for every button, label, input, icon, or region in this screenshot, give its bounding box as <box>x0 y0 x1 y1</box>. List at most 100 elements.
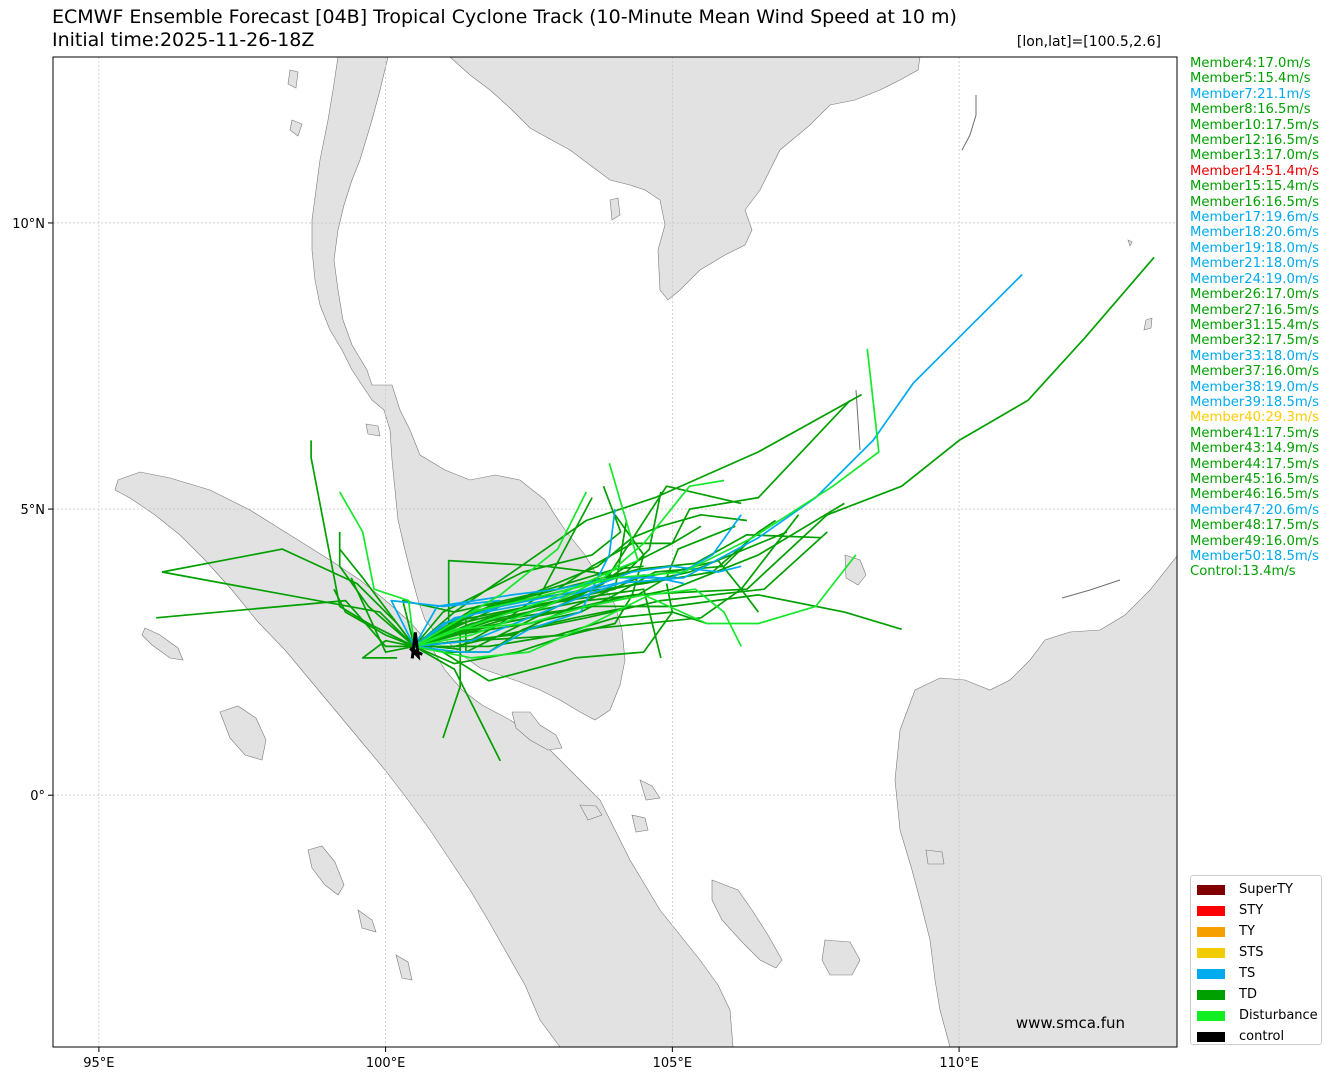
legend-swatch <box>1197 989 1225 1000</box>
chart-title: ECMWF Ensemble Forecast [04B] Tropical C… <box>52 6 957 52</box>
track-td-6 <box>161 571 415 648</box>
legend-item: TY <box>1191 921 1321 942</box>
track-ts-40 <box>414 508 616 653</box>
legend-swatch <box>1197 1010 1225 1021</box>
landmass-borneo <box>894 555 1177 1047</box>
island-small-5 <box>357 909 377 933</box>
track-td-37 <box>413 485 742 653</box>
member-entry: Member41:17.5m/s <box>1190 425 1319 441</box>
track-ts-38 <box>413 565 742 648</box>
legend-label: Disturbance <box>1239 1008 1318 1023</box>
legend-item: STY <box>1191 900 1321 921</box>
track-disturbance-47 <box>413 554 857 648</box>
xtick-label: 105°E <box>653 1056 693 1071</box>
coastline-fragment-1 <box>961 95 977 151</box>
member-entry: Member8:16.5m/s <box>1190 102 1311 118</box>
legend-swatch <box>1197 926 1225 937</box>
land-layer <box>114 57 1177 1047</box>
legend-item: TS <box>1191 963 1321 984</box>
member-entry: Member19:18.0m/s <box>1190 240 1319 256</box>
control-track <box>409 632 423 661</box>
legend-swatch <box>1197 1031 1225 1042</box>
member-entry: Member21:18.0m/s <box>1190 256 1319 272</box>
track-ts-39 <box>414 574 684 648</box>
forecast-tracks <box>156 256 1155 762</box>
initial-position-marker <box>409 632 423 661</box>
coastline-fragment-2 <box>855 389 861 451</box>
member-entry: Member43:14.9m/s <box>1190 441 1319 457</box>
member-entry: Member5:15.4m/s <box>1190 71 1311 87</box>
track-td-28 <box>333 588 415 648</box>
member-entry: Member38:19.0m/s <box>1190 379 1319 395</box>
track-td-31 <box>414 525 736 648</box>
landmass-sumatra <box>114 471 734 1047</box>
member-entry: Member18:20.6m/s <box>1190 225 1319 241</box>
island-small-7 <box>925 849 945 865</box>
legend-swatch <box>1197 947 1225 958</box>
track-td-23 <box>161 548 415 647</box>
island-siberut <box>307 845 345 896</box>
legend-item: STS <box>1191 942 1321 963</box>
legend-swatch <box>1197 968 1225 979</box>
island-small-3 <box>365 423 381 437</box>
track-td-21 <box>413 485 622 647</box>
track-td-30 <box>310 440 415 648</box>
track-td-33 <box>413 514 800 665</box>
member-entry: Member27:16.5m/s <box>1190 302 1319 318</box>
island-lingga <box>579 804 649 833</box>
track-ts-43 <box>390 599 501 647</box>
member-entry: Member49:16.0m/s <box>1190 533 1319 549</box>
xtick-label: 95°E <box>83 1056 114 1071</box>
member-entry: Member26:17.0m/s <box>1190 287 1319 303</box>
gridlines <box>53 57 1177 1047</box>
member-entry: Member14:51.4m/s <box>1190 163 1319 179</box>
track-td-8 <box>338 532 415 648</box>
member-entry: Member47:20.6m/s <box>1190 502 1319 518</box>
island-simeulue <box>141 627 184 661</box>
map-frame <box>52 56 1178 1048</box>
track-disturbance-45 <box>413 348 880 648</box>
legend-label: TD <box>1239 987 1257 1002</box>
legend-label: TS <box>1239 966 1256 981</box>
member-entry: Member17:19.6m/s <box>1190 210 1319 226</box>
ytick-label: 0° <box>30 789 45 804</box>
legend-swatch <box>1197 884 1225 895</box>
member-entry: Member48:17.5m/s <box>1190 518 1319 534</box>
member-entry: Member44:17.5m/s <box>1190 456 1319 472</box>
title-line1: ECMWF Ensemble Forecast [04B] Tropical C… <box>52 6 957 28</box>
landmass-indochina <box>449 57 921 301</box>
island-small-6 <box>395 954 413 981</box>
island-nias <box>219 705 267 761</box>
track-disturbance-50 <box>338 491 416 647</box>
member-entry: Member46:16.5m/s <box>1190 487 1319 503</box>
member-entry: Member15:15.4m/s <box>1190 179 1319 195</box>
title-line2: Initial time:2025-11-26-18Z <box>52 29 315 51</box>
track-disturbance-49 <box>414 463 639 648</box>
member-entry: Member33:18.0m/s <box>1190 348 1319 364</box>
member-entry: Member31:15.4m/s <box>1190 317 1319 333</box>
island-belitung <box>821 939 861 976</box>
legend-item: SuperTY <box>1191 879 1321 900</box>
xtick-label: 100°E <box>366 1056 406 1071</box>
member-entry: Member24:19.0m/s <box>1190 271 1319 287</box>
track-disturbance-48 <box>414 588 742 659</box>
track-ts-41 <box>413 514 742 647</box>
ytick-label: 10°N <box>12 217 45 232</box>
island-phuquoc <box>609 197 621 221</box>
legend-label: control <box>1239 1029 1285 1044</box>
legend-label: STY <box>1239 903 1264 918</box>
member-entry: Member37:16.0m/s <box>1190 364 1319 380</box>
track-td-27 <box>414 531 828 648</box>
coastal-features <box>855 95 1121 599</box>
ytick-label: 5°N <box>21 503 46 518</box>
legend-item: Disturbance <box>1191 1005 1321 1026</box>
track-td-9 <box>413 645 502 762</box>
member-entry: Member39:18.5m/s <box>1190 394 1319 410</box>
member-entry: Member7:21.1m/s <box>1190 86 1311 102</box>
member-entry: Member40:29.3m/s <box>1190 410 1319 426</box>
coastline-fragment-3 <box>1061 579 1121 599</box>
member-entry: Member45:16.5m/s <box>1190 471 1319 487</box>
xtick-label: 110°E <box>939 1056 979 1071</box>
member-entry: Member50:18.5m/s <box>1190 549 1319 564</box>
